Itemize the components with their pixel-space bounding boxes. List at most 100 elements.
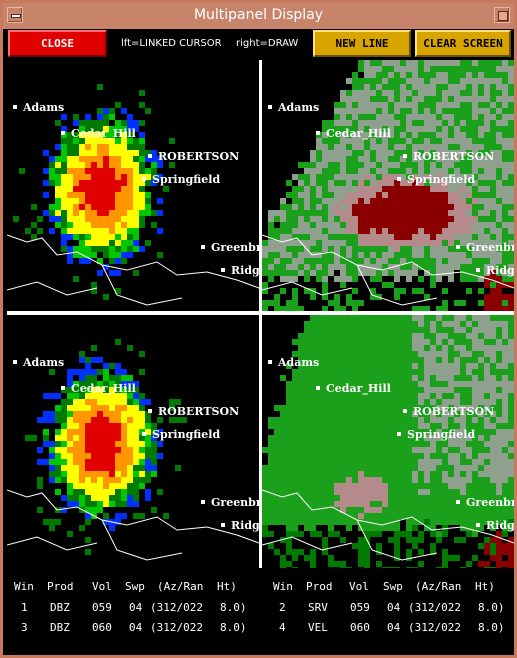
echo-cell bbox=[376, 66, 382, 72]
echo-cell bbox=[502, 375, 508, 381]
cell-ht: 8.0) bbox=[220, 621, 247, 634]
echo-cell bbox=[322, 276, 328, 282]
echo-cell bbox=[340, 96, 346, 102]
echo-cell bbox=[460, 375, 466, 381]
echo-cell bbox=[127, 429, 133, 435]
echo-cell bbox=[358, 96, 364, 102]
echo-cell bbox=[472, 168, 478, 174]
echo-cell bbox=[424, 192, 430, 198]
echo-cell bbox=[292, 381, 298, 387]
echo-cell bbox=[370, 252, 376, 258]
echo-cell bbox=[352, 216, 358, 222]
echo-cell bbox=[115, 288, 121, 294]
echo-cell bbox=[442, 222, 448, 228]
echo-cell bbox=[508, 78, 514, 84]
echo-cell bbox=[133, 381, 139, 387]
echo-cell bbox=[466, 102, 472, 108]
title-bar[interactable]: Multipanel Display bbox=[3, 3, 514, 29]
panel-1-reflectivity[interactable]: Adams Cedar_Hill ROBERTSON Springfield Green… bbox=[7, 60, 259, 311]
echo-cell bbox=[388, 204, 394, 210]
echo-cell bbox=[328, 447, 334, 453]
echo-cell bbox=[454, 216, 460, 222]
echo-cell bbox=[442, 78, 448, 84]
panel-3-reflectivity[interactable]: Adams Cedar_Hill ROBERTSON Springfield Green… bbox=[7, 315, 259, 568]
echo-cell bbox=[139, 471, 145, 477]
city-marker-icon bbox=[13, 360, 17, 364]
echo-cell bbox=[502, 186, 508, 192]
echo-cell bbox=[430, 84, 436, 90]
echo-cell bbox=[85, 447, 91, 453]
echo-cell bbox=[121, 477, 127, 483]
window-menu-button[interactable] bbox=[7, 7, 23, 23]
echo-cell bbox=[430, 345, 436, 351]
echo-cell bbox=[328, 489, 334, 495]
echo-cell bbox=[145, 471, 151, 477]
echo-cell bbox=[346, 519, 352, 525]
echo-cell bbox=[145, 459, 151, 465]
echo-cell bbox=[400, 483, 406, 489]
echo-cell bbox=[508, 264, 514, 270]
echo-cell bbox=[145, 447, 151, 453]
echo-cell bbox=[418, 465, 424, 471]
echo-cell bbox=[310, 357, 316, 363]
clear-screen-button[interactable]: CLEAR SCREEN bbox=[415, 30, 511, 57]
echo-cell bbox=[115, 240, 121, 246]
echo-cell bbox=[85, 228, 91, 234]
echo-cell bbox=[412, 216, 418, 222]
panel-2-storm-relative-velocity[interactable]: Adams Cedar_Hill ROBERTSON Springfield Green… bbox=[262, 60, 514, 311]
echo-cell bbox=[268, 477, 274, 483]
echo-cell bbox=[364, 411, 370, 417]
echo-cell bbox=[382, 351, 388, 357]
echo-cell bbox=[496, 411, 502, 417]
echo-cell bbox=[97, 471, 103, 477]
echo-cell bbox=[328, 204, 334, 210]
echo-cell bbox=[109, 453, 115, 459]
echo-cell bbox=[376, 363, 382, 369]
echo-cell bbox=[328, 351, 334, 357]
echo-cell bbox=[424, 108, 430, 114]
echo-cell bbox=[478, 300, 484, 306]
echo-cell bbox=[496, 210, 502, 216]
echo-cell bbox=[394, 294, 400, 300]
echo-cell bbox=[304, 351, 310, 357]
echo-cell bbox=[364, 351, 370, 357]
echo-cell bbox=[103, 192, 109, 198]
echo-cell bbox=[412, 168, 418, 174]
echo-cell bbox=[322, 156, 328, 162]
echo-cell bbox=[424, 369, 430, 375]
echo-cell bbox=[460, 453, 466, 459]
echo-cell bbox=[268, 210, 274, 216]
echo-cell bbox=[436, 369, 442, 375]
echo-cell bbox=[418, 276, 424, 282]
echo-cell bbox=[442, 144, 448, 150]
new-line-button[interactable]: NEW LINE bbox=[313, 30, 411, 57]
echo-cell bbox=[61, 126, 67, 132]
echo-cell bbox=[460, 132, 466, 138]
panel-4-velocity[interactable]: Adams Cedar_Hill ROBERTSON Springfield Green… bbox=[262, 315, 514, 568]
close-button[interactable]: CLOSE bbox=[8, 30, 107, 57]
maximize-button[interactable] bbox=[494, 7, 510, 23]
echo-cell bbox=[316, 357, 322, 363]
echo-cell bbox=[424, 333, 430, 339]
echo-cell bbox=[418, 162, 424, 168]
echo-cell bbox=[67, 162, 73, 168]
echo-cell bbox=[79, 174, 85, 180]
echo-cell bbox=[472, 357, 478, 363]
echo-cell bbox=[322, 381, 328, 387]
echo-cell bbox=[121, 156, 127, 162]
echo-cell bbox=[103, 483, 109, 489]
echo-cell bbox=[382, 174, 388, 180]
echo-cell bbox=[388, 429, 394, 435]
echo-cell bbox=[448, 477, 454, 483]
echo-cell bbox=[418, 156, 424, 162]
echo-cell bbox=[472, 132, 478, 138]
road-line bbox=[262, 281, 353, 296]
echo-cell bbox=[448, 483, 454, 489]
echo-cell bbox=[73, 162, 79, 168]
echo-cell bbox=[496, 567, 502, 568]
echo-cell bbox=[466, 240, 472, 246]
echo-cell bbox=[484, 108, 490, 114]
city-label-adams: Adams bbox=[22, 356, 64, 369]
echo-cell bbox=[157, 162, 163, 168]
echo-cell bbox=[346, 375, 352, 381]
